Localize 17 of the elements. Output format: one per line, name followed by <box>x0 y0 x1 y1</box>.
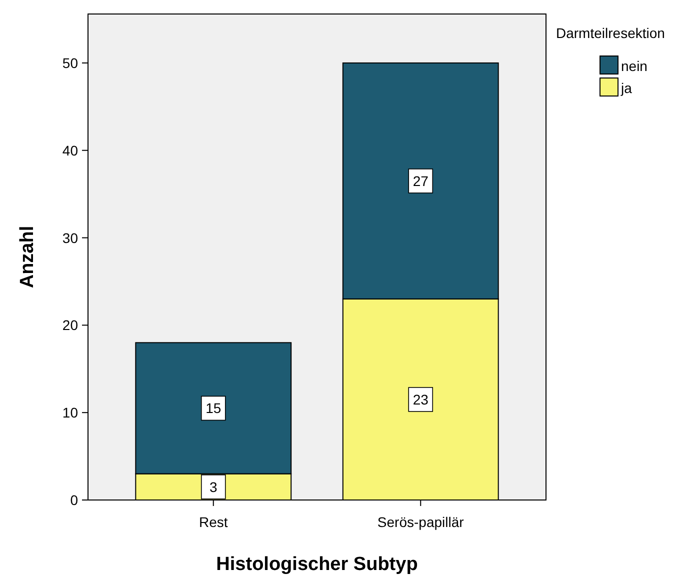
data-label: 15 <box>206 400 222 416</box>
y-tick-label: 10 <box>62 404 78 421</box>
x-tick-label: Rest <box>198 514 228 530</box>
legend-label: ja <box>620 80 632 96</box>
y-tick-label: 40 <box>62 142 78 158</box>
y-tick-label: 20 <box>62 317 78 334</box>
y-tick-label: 0 <box>70 492 78 508</box>
data-label: 27 <box>412 172 429 189</box>
legend-label: nein <box>621 58 648 74</box>
y-tick-label: 30 <box>62 230 78 246</box>
data-label: 3 <box>209 478 218 495</box>
data-label: 23 <box>412 391 429 408</box>
y-tick-label: 50 <box>62 54 78 71</box>
y-axis-title: Anzahl <box>17 226 38 288</box>
legend-title: Darmteilresektion <box>556 25 665 41</box>
x-axis-title: Histologischer Subtyp <box>216 554 418 575</box>
x-tick-label: Serös-papillär <box>377 514 464 530</box>
